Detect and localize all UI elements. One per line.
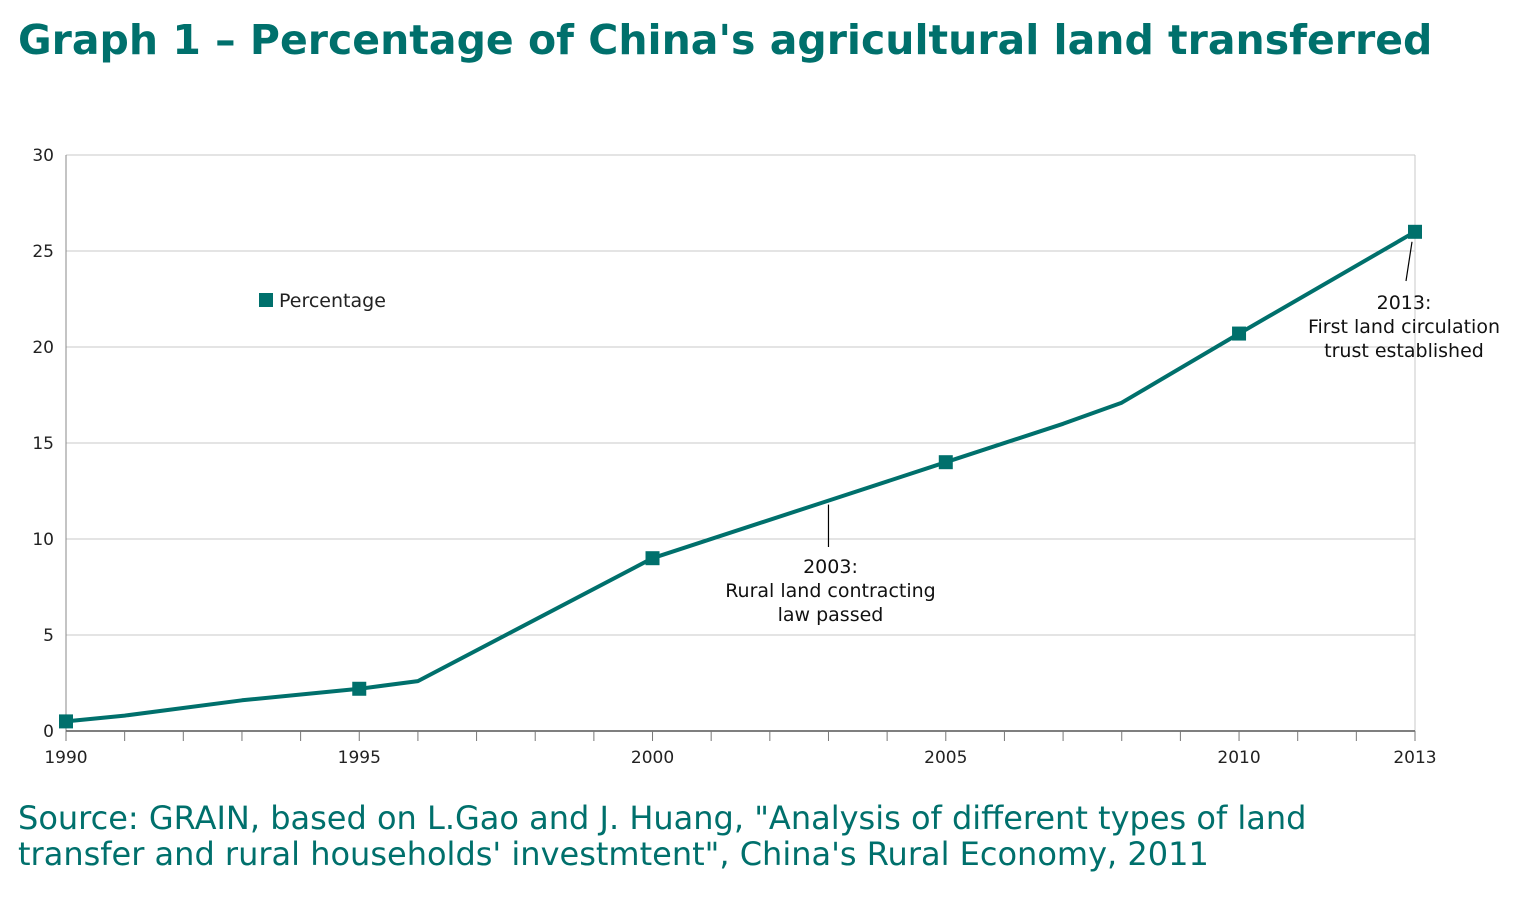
y-tick-label: 0 [43, 722, 54, 742]
data-point-marker [59, 714, 73, 729]
annotation-2003-text: 2003: [803, 556, 858, 578]
annotation-2013-leader [1405, 241, 1413, 282]
y-tick-label: 25 [32, 242, 54, 262]
x-tick-label: 2000 [631, 748, 674, 768]
data-point-marker [938, 455, 953, 470]
source-line-2: transfer and rural households' investmte… [18, 835, 1209, 873]
legend-label-percentage: Percentage [279, 290, 386, 312]
y-tick-label: 10 [32, 530, 54, 550]
x-tick-label: 2005 [924, 748, 967, 768]
legend-marker [259, 293, 273, 307]
source-line-1: Source: GRAIN, based on L.Gao and J. Hua… [18, 799, 1307, 837]
x-tick-label: 2010 [1217, 748, 1260, 768]
annotation-2003-text: law passed [778, 604, 884, 626]
annotation-2013-text: 2013: [1377, 292, 1432, 314]
data-point-marker [645, 551, 660, 566]
data-point-marker [352, 681, 367, 696]
y-tick-label: 5 [43, 626, 54, 646]
series-line-percentage [64, 229, 1417, 724]
annotation-2013-text: trust established [1324, 340, 1484, 362]
y-tick-label: 20 [32, 338, 54, 358]
data-point-marker [1408, 224, 1422, 239]
chart-title: Graph 1 – Percentage of China's agricult… [18, 16, 1433, 64]
y-tick-label: 15 [32, 434, 54, 454]
annotation-2003-text: Rural land contracting [725, 580, 936, 602]
source-note: Source: GRAIN, based on L.Gao and J. Hua… [18, 800, 1306, 872]
x-tick-label: 1990 [44, 748, 87, 768]
y-tick-label: 30 [32, 146, 54, 166]
data-point-marker [1232, 326, 1247, 341]
annotation-2013-text: First land circulation [1308, 316, 1500, 338]
x-tick-label: 2013 [1393, 748, 1436, 768]
x-tick-label: 1995 [338, 748, 381, 768]
